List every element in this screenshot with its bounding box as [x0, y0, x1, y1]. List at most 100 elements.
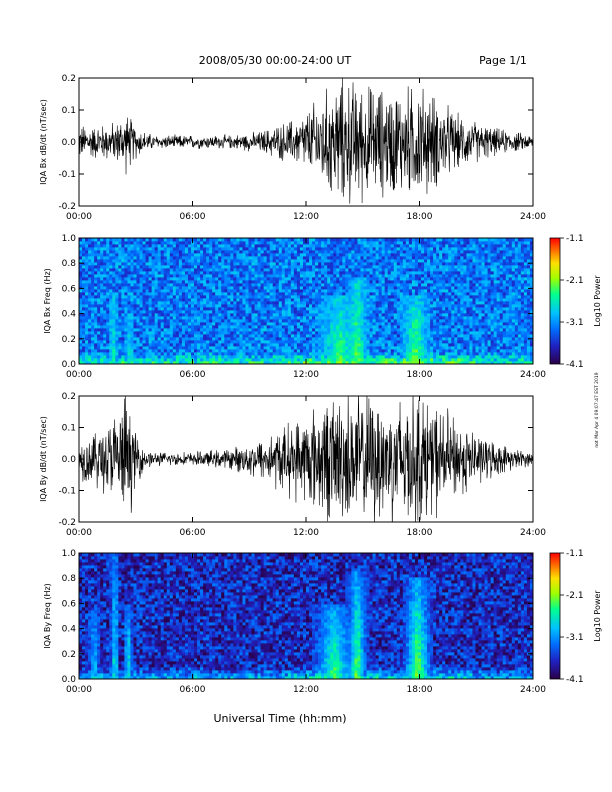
bx-spectrogram-cell — [163, 241, 168, 245]
bx-spectrogram-cell — [366, 340, 370, 344]
bx-spectrogram-cell — [209, 265, 213, 269]
bx-spectrogram-cell — [154, 346, 159, 350]
bx-spectrogram-cell — [345, 325, 349, 329]
bx-spectrogram-cell — [197, 238, 201, 242]
bx-spectrogram-cell — [136, 331, 140, 335]
bx-spectrogram-cell — [357, 253, 361, 257]
bx-spectrogram-cell — [396, 250, 401, 254]
bx-spectrogram-cell — [366, 322, 370, 326]
bx-spectrogram-cell — [269, 310, 274, 314]
bx-spectrogram-cell — [121, 250, 125, 254]
bx-spectrogram-cell — [190, 316, 195, 320]
bx-spectrogram-cell — [433, 268, 437, 272]
bx-spectrogram-cell — [88, 325, 92, 329]
bx-spectrogram-cell — [345, 313, 349, 317]
bx-spectrogram-cell — [263, 256, 268, 260]
bx-spectrogram-cell — [130, 313, 134, 317]
bx-spectrogram-cell — [266, 334, 271, 338]
bx-spectrogram-cell — [427, 286, 431, 290]
bx-spectrogram-cell — [260, 280, 265, 284]
bx-spectrogram-cell — [197, 262, 201, 266]
bx-spectrogram-cell — [302, 316, 307, 320]
bx-spectrogram-cell — [248, 247, 252, 251]
bx-spectrogram-cell — [336, 346, 340, 350]
bx-spectrogram-cell — [405, 301, 410, 305]
bx-spectrogram-cell — [278, 283, 283, 287]
bx-spectrogram-cell — [184, 343, 189, 347]
bx-spectrogram-cell — [296, 238, 301, 242]
bx-spectrogram-cell — [390, 295, 395, 299]
bx-spectrogram-cell — [133, 301, 137, 305]
bx-spectrogram-cell — [233, 286, 237, 290]
bx-spectrogram-cell — [315, 256, 319, 260]
bx-spectrogram-cell — [421, 274, 425, 278]
bx-spectrogram-cell — [324, 322, 328, 326]
bx-spectrogram-cell — [142, 250, 146, 254]
bx-spectrogram-cell — [94, 283, 98, 287]
bx-spectrogram-cell — [333, 307, 337, 311]
bx-spectrogram-cell — [427, 322, 431, 326]
bx-spectrogram-cell — [266, 256, 271, 260]
bx-spectrogram-cell — [309, 289, 313, 293]
bx-spectrogram-cell — [112, 340, 116, 344]
bx-spectrogram-cell — [197, 331, 201, 335]
bx-spectrogram-cell — [330, 355, 334, 359]
bx-spectrogram-cell — [91, 343, 95, 347]
bx-spectrogram-cell — [118, 310, 122, 314]
bx-spectrogram-cell — [287, 304, 292, 308]
bx-spectrogram-cell — [224, 268, 228, 272]
bx-spectrogram-cell — [417, 313, 422, 317]
bx-spectrogram-cell — [399, 337, 404, 341]
bx-spectrogram-cell — [351, 274, 355, 278]
bx-spectrogram-cell — [103, 283, 107, 287]
bx-spectrogram-cell — [318, 355, 322, 359]
bx-spectrogram-cell — [88, 310, 92, 314]
bx-spectrogram-cell — [390, 277, 395, 281]
bx-spectrogram-cell — [393, 295, 398, 299]
bx-spectrogram-cell — [408, 340, 413, 344]
bx-spectrogram-cell — [384, 328, 389, 332]
bx-spectrogram-cell — [197, 349, 201, 353]
bx-spectrogram-cell — [160, 295, 165, 299]
bx-spectrogram-cell — [190, 307, 195, 311]
bx-spectrogram-cell — [94, 307, 98, 311]
bx-spectrogram-cell — [163, 346, 168, 350]
bx-spectrogram-cell — [100, 319, 104, 323]
bx-spectrogram-cell — [257, 292, 261, 296]
bx-spectrogram-cell — [190, 304, 195, 308]
bx-spectrogram-cell — [393, 301, 398, 305]
bx-spectrogram-cell — [242, 289, 246, 293]
bx-spectrogram-cell — [239, 274, 243, 278]
bx-spectrogram-cell — [239, 262, 243, 266]
bx-spectrogram-cell — [363, 346, 367, 350]
bx-spectrogram-cell — [375, 262, 380, 266]
bx-spectrogram-cell — [127, 313, 131, 317]
bx-spectrogram-cell — [257, 247, 261, 251]
bx-spectrogram-cell — [363, 325, 367, 329]
bx-spectrogram-cell — [333, 319, 337, 323]
bx-spectrogram-cell — [94, 328, 98, 332]
bx-spectrogram-cell — [272, 355, 277, 359]
bx-spectrogram-cell — [190, 292, 195, 296]
bx-spectrogram-cell — [100, 253, 104, 257]
bx-spectrogram-cell — [203, 331, 207, 335]
bx-spectrogram-cell — [287, 355, 292, 359]
bx-spectrogram-cell — [424, 238, 428, 242]
bx-spectrogram-cell — [200, 286, 204, 290]
bx-spectrogram-cell — [181, 271, 186, 275]
bx-spectrogram-cell — [393, 325, 398, 329]
bx-spectrogram-cell — [169, 256, 174, 260]
bx-spectrogram-cell — [212, 301, 216, 305]
bx-spectrogram-cell — [290, 349, 295, 353]
bx-spectrogram-cell — [378, 262, 383, 266]
bx-spectrogram-cell — [278, 298, 283, 302]
bx-spectrogram-cell — [330, 307, 334, 311]
bx-spectrogram-cell — [127, 301, 131, 305]
bx-spectrogram-cell — [287, 337, 292, 341]
bx-spectrogram-cell — [345, 328, 349, 332]
bx-spectrogram-cell — [88, 358, 92, 362]
bx-spectrogram-cell — [133, 325, 137, 329]
bx-spectrogram-cell — [127, 322, 131, 326]
bx-spectrogram-cell — [121, 289, 125, 293]
bx-spectrogram-cell — [148, 316, 153, 320]
